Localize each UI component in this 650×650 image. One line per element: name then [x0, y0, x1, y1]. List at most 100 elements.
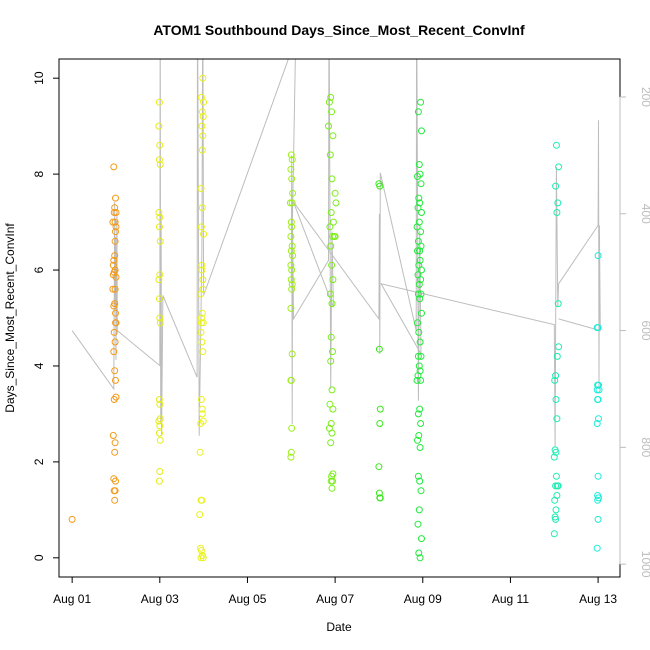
data-point — [156, 436, 164, 444]
series-7 — [550, 141, 563, 538]
data-point — [288, 199, 296, 207]
data-point — [328, 429, 336, 437]
data-point — [111, 496, 119, 504]
data-point — [415, 280, 423, 288]
data-point — [199, 554, 207, 562]
data-point — [595, 415, 602, 423]
data-point — [111, 338, 119, 346]
data-point — [199, 348, 207, 356]
secondary-series-line — [71, 59, 601, 448]
data-point — [328, 386, 336, 394]
data-point — [110, 302, 118, 310]
data-point — [109, 261, 117, 269]
data-point — [327, 333, 335, 341]
data-point — [418, 535, 425, 543]
data-point — [414, 319, 421, 327]
series-4 — [325, 93, 340, 492]
y-axis-label: Days_Since_Most_Recent_ConvInf — [3, 223, 17, 413]
x-axis-label: Date — [326, 620, 352, 634]
data-point — [112, 309, 119, 317]
data-point — [329, 348, 336, 356]
data-point — [327, 357, 335, 365]
data-point — [112, 194, 119, 202]
data-point — [156, 319, 164, 327]
data-point — [329, 276, 337, 284]
data-point — [111, 439, 119, 447]
data-point — [109, 218, 117, 226]
data-point — [413, 223, 421, 231]
data-point — [414, 436, 421, 444]
y-tick-label: 8 — [32, 170, 46, 177]
data-point — [417, 376, 425, 384]
data-point — [68, 515, 76, 523]
data-point — [199, 132, 207, 140]
y-tick-label: 4 — [32, 362, 46, 369]
data-point — [199, 276, 207, 284]
data-point — [375, 489, 383, 497]
data-point — [416, 199, 424, 207]
y-tick-label: 2 — [32, 458, 46, 465]
data-point — [414, 247, 421, 255]
data-point — [155, 223, 163, 231]
data-point — [198, 266, 206, 274]
data-point — [330, 233, 338, 240]
x-tick-label: Aug 09 — [404, 592, 442, 606]
data-point — [155, 209, 163, 216]
secondary-series-layer — [71, 59, 601, 448]
data-point — [288, 175, 296, 183]
data-point — [197, 223, 205, 231]
data-point — [111, 204, 119, 212]
data-point — [156, 422, 164, 430]
data-point — [415, 549, 423, 557]
data-point — [554, 482, 562, 490]
series-3 — [286, 151, 297, 461]
data-point — [331, 189, 339, 197]
series-1 — [155, 98, 164, 485]
data-point — [109, 285, 117, 293]
data-point — [199, 285, 207, 293]
data-point — [326, 223, 334, 231]
plot-frame — [58, 58, 621, 578]
data-point — [156, 213, 164, 221]
series-0 — [68, 163, 120, 523]
data-point — [288, 156, 296, 164]
data-point — [155, 295, 163, 303]
data-point — [327, 93, 335, 101]
data-point — [595, 381, 602, 389]
data-point — [156, 468, 164, 475]
data-point — [329, 218, 337, 226]
data-point — [416, 477, 424, 485]
secondary-y-tick-label: 600 — [639, 321, 650, 341]
y-tick-label: 10 — [32, 71, 46, 85]
data-point — [328, 175, 336, 183]
data-point — [550, 530, 558, 538]
data-point — [287, 304, 295, 312]
series-2 — [196, 74, 208, 562]
data-point — [156, 141, 164, 149]
data-point — [416, 444, 424, 451]
data-point — [594, 324, 602, 332]
data-point — [417, 290, 425, 298]
data-point — [414, 108, 422, 116]
data-point — [198, 122, 206, 130]
data-point — [112, 228, 119, 236]
data-point — [156, 400, 164, 408]
data-point — [329, 132, 337, 140]
data-point — [109, 432, 117, 439]
data-point — [325, 98, 333, 106]
data-point — [289, 189, 297, 197]
data-point — [552, 372, 560, 380]
series-8 — [593, 252, 603, 552]
data-point — [416, 338, 424, 346]
data-point — [112, 223, 120, 231]
data-point — [197, 547, 205, 555]
data-point — [196, 448, 204, 456]
x-tick-label: Aug 01 — [53, 592, 91, 606]
data-point — [594, 496, 602, 504]
data-point — [328, 300, 336, 308]
data-point — [110, 163, 118, 171]
data-point — [552, 482, 560, 490]
data-point — [155, 429, 163, 437]
data-point — [552, 448, 560, 456]
data-point — [416, 247, 424, 255]
